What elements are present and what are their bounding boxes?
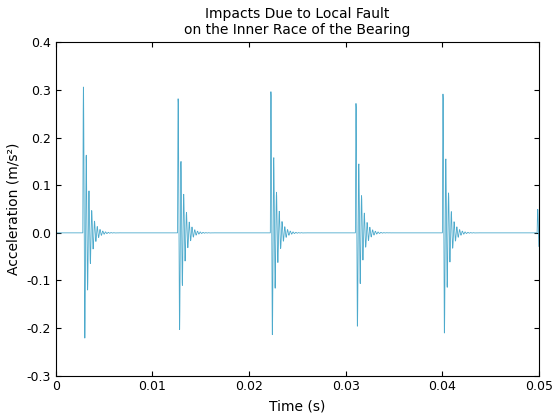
Y-axis label: Acceleration (m/s²): Acceleration (m/s²) bbox=[7, 143, 21, 275]
Title: Impacts Due to Local Fault
on the Inner Race of the Bearing: Impacts Due to Local Fault on the Inner … bbox=[184, 7, 410, 37]
X-axis label: Time (s): Time (s) bbox=[269, 399, 325, 413]
